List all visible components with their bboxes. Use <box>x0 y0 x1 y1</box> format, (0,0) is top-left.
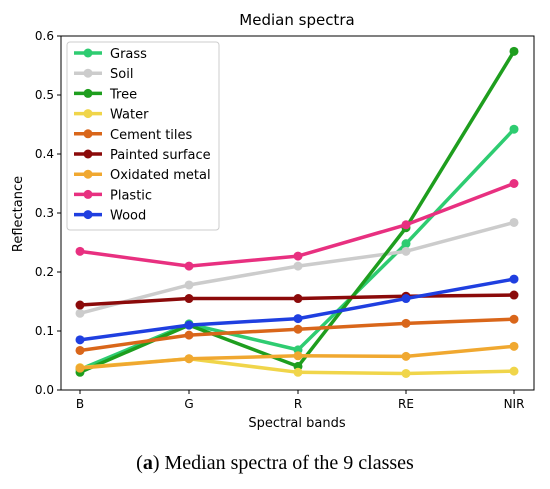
legend-label: Painted surface <box>110 148 211 163</box>
data-point-painted-surface <box>293 294 303 304</box>
y-tick-label: 0.0 <box>35 383 54 397</box>
data-point-soil <box>509 217 519 227</box>
data-point-cement-tiles <box>401 318 411 328</box>
data-point-plastic <box>401 220 411 230</box>
data-point-grass <box>509 124 519 134</box>
legend-label: Water <box>110 108 149 123</box>
y-tick-label: 0.4 <box>35 147 54 161</box>
data-point-oxidated-metal <box>75 363 85 373</box>
data-point-water <box>509 366 519 376</box>
data-point-cement-tiles <box>184 330 194 340</box>
x-tick-label: R <box>294 397 302 411</box>
data-point-grass <box>401 239 411 249</box>
data-point-wood <box>509 274 519 284</box>
x-tick-label: B <box>76 397 84 411</box>
data-point-oxidated-metal <box>184 354 194 364</box>
legend-swatch-marker <box>83 109 93 119</box>
x-axis-label: Spectral bands <box>248 416 346 431</box>
legend-swatch-marker <box>83 48 93 58</box>
legend-label: Cement tiles <box>110 128 193 143</box>
legend-box <box>66 41 220 231</box>
data-point-plastic <box>293 251 303 261</box>
data-point-painted-surface <box>75 300 85 310</box>
x-tick-label: NIR <box>504 397 525 411</box>
y-tick-label: 0.1 <box>35 324 54 338</box>
legend-swatch-marker <box>83 149 93 159</box>
data-point-soil <box>75 308 85 318</box>
data-point-soil <box>184 280 194 290</box>
y-tick-label: 0.2 <box>35 265 54 279</box>
data-point-soil <box>293 261 303 271</box>
data-point-plastic <box>509 179 519 188</box>
data-point-oxidated-metal <box>293 351 303 361</box>
legend-swatch-marker <box>83 68 93 78</box>
data-point-oxidated-metal <box>401 351 411 361</box>
legend-swatch-marker <box>83 169 93 179</box>
caption-label: a <box>142 452 153 474</box>
plot-area: 0.0 0.1 0.2 0.3 0.4 0.5 0.6 B G R RE NIR Grass Soil Tr… <box>35 29 535 411</box>
legend-label: Grass <box>110 47 147 62</box>
data-point-plastic <box>75 246 85 256</box>
x-tick-label: G <box>184 397 193 411</box>
line-chart: Median spectra 0.0 0.1 0.2 0.3 0.4 0.5 0.6 B G R R… <box>11 11 535 431</box>
legend-label: Soil <box>110 67 133 82</box>
caption-text: Median spectra of the 9 classes <box>159 452 414 474</box>
chart-title: Median spectra <box>239 11 354 29</box>
legend-swatch-marker <box>83 210 93 220</box>
legend-label: Tree <box>109 87 137 102</box>
y-axis-label: Reflectance <box>11 176 26 252</box>
y-tick-label: 0.3 <box>35 206 54 220</box>
data-point-tree <box>509 46 519 56</box>
data-point-cement-tiles <box>293 324 303 334</box>
data-point-painted-surface <box>509 290 519 300</box>
data-point-wood <box>293 314 303 324</box>
legend-swatch-marker <box>83 189 93 199</box>
legend-label: Plastic <box>110 188 152 203</box>
data-point-soil <box>401 246 411 256</box>
x-tick-label: RE <box>398 397 414 411</box>
legend-label: Wood <box>110 209 146 224</box>
data-point-wood <box>75 335 85 345</box>
legend-swatch-marker <box>83 129 93 139</box>
data-point-wood <box>401 294 411 304</box>
data-point-plastic <box>184 261 194 271</box>
figure-caption: (a) Median spectra of the 9 classes <box>136 452 414 474</box>
data-point-cement-tiles <box>75 345 85 355</box>
legend-label: Oxidated metal <box>110 168 211 183</box>
y-tick-label: 0.6 <box>35 29 54 43</box>
data-point-water <box>401 368 411 378</box>
data-point-wood <box>184 320 194 330</box>
data-point-cement-tiles <box>509 314 519 324</box>
data-point-painted-surface <box>184 294 194 304</box>
data-point-water <box>293 367 303 377</box>
y-tick-label: 0.5 <box>35 88 54 102</box>
legend-swatch-marker <box>83 88 93 98</box>
data-point-oxidated-metal <box>509 341 519 351</box>
